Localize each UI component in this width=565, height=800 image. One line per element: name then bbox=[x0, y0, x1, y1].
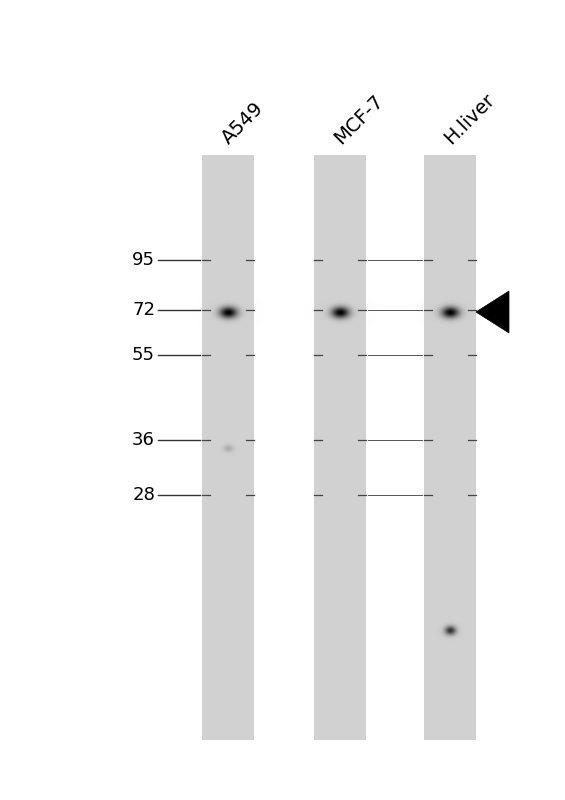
Text: A549: A549 bbox=[219, 98, 268, 148]
Text: 28: 28 bbox=[132, 486, 155, 504]
Text: 95: 95 bbox=[132, 251, 155, 269]
Text: MCF-7: MCF-7 bbox=[331, 91, 387, 148]
Text: 72: 72 bbox=[132, 301, 155, 319]
Text: 55: 55 bbox=[132, 346, 155, 364]
Text: H.liver: H.liver bbox=[441, 90, 498, 148]
Polygon shape bbox=[476, 291, 509, 333]
Text: 36: 36 bbox=[132, 431, 155, 449]
